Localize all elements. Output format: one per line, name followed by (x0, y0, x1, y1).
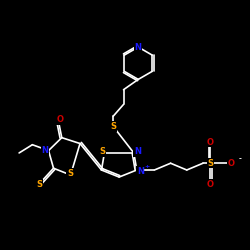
Text: S: S (99, 147, 105, 156)
Text: N: N (135, 42, 142, 51)
Text: O: O (207, 180, 214, 189)
Text: O: O (207, 138, 214, 146)
Text: O: O (57, 116, 64, 124)
Text: -: - (239, 156, 242, 162)
Text: N: N (137, 167, 144, 176)
Text: S: S (207, 159, 213, 168)
Text: S: S (67, 169, 73, 178)
Text: N: N (134, 147, 141, 156)
Text: S: S (37, 180, 43, 188)
Text: O: O (228, 159, 235, 168)
Text: +: + (144, 164, 150, 169)
Text: N: N (42, 146, 48, 155)
Text: S: S (110, 122, 116, 131)
